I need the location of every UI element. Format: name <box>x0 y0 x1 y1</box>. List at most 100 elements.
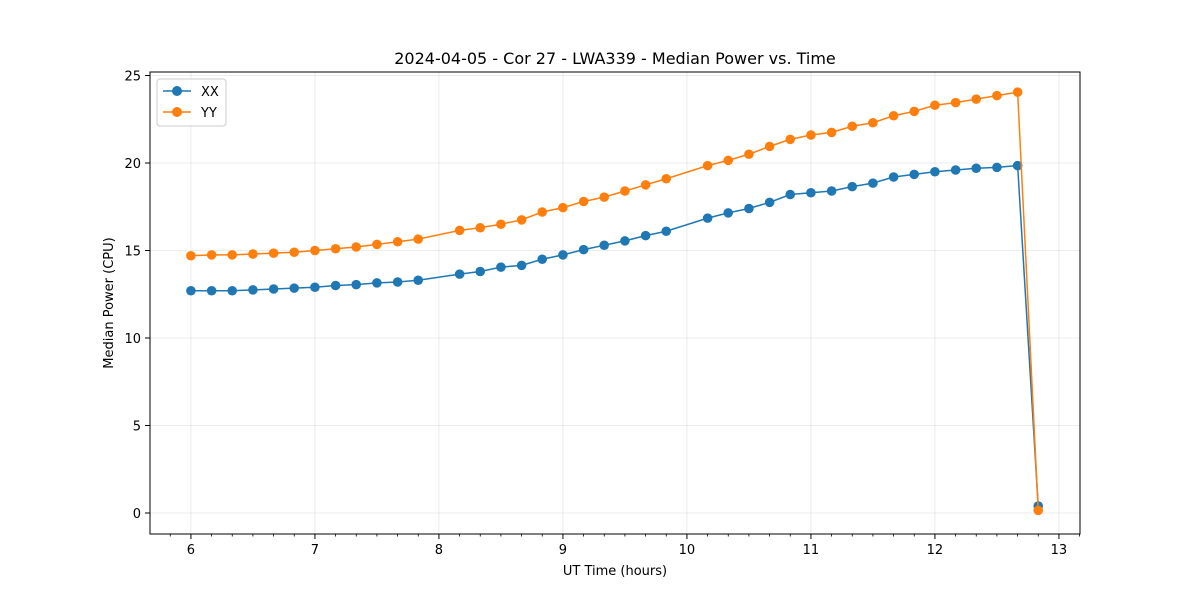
chart-title: 2024-04-05 - Cor 27 - LWA339 - Median Po… <box>394 49 836 68</box>
data-point-yy <box>475 222 486 233</box>
data-point-yy <box>620 186 630 196</box>
data-point-xx <box>1012 160 1023 171</box>
data-point-xx <box>558 250 568 260</box>
data-point-xx <box>661 226 672 237</box>
data-point-xx <box>330 280 341 291</box>
data-point-xx <box>640 230 651 241</box>
data-point-yy <box>248 249 258 259</box>
data-point-yy <box>330 243 341 254</box>
data-point-yy <box>454 225 465 236</box>
data-point-xx <box>723 208 734 218</box>
data-point-yy <box>909 106 920 117</box>
legend: XX YY <box>156 78 227 127</box>
data-point-xx <box>351 279 362 290</box>
data-point-xx <box>537 254 548 265</box>
data-point-xx <box>599 240 610 251</box>
data-point-yy <box>992 90 1002 101</box>
data-point-xx <box>392 277 403 287</box>
data-point-yy <box>392 236 403 247</box>
data-point-xx <box>372 278 382 288</box>
x-tick-label: 11 <box>803 543 820 558</box>
series-yy <box>186 87 1044 516</box>
legend-yy-marker <box>172 107 182 117</box>
data-point-yy <box>516 215 527 225</box>
y-tick-label: 10 <box>124 332 141 347</box>
data-point-xx <box>578 244 589 255</box>
x-tick-label: 6 <box>187 543 195 558</box>
data-point-yy <box>537 207 548 217</box>
data-point-xx <box>702 213 713 223</box>
data-point-yy <box>289 247 300 258</box>
data-point-yy <box>847 121 858 132</box>
grid <box>150 72 1080 534</box>
data-point-xx <box>454 269 465 279</box>
data-point-yy <box>888 110 899 121</box>
data-point-xx <box>950 165 961 175</box>
y-tick-label: 0 <box>133 507 141 522</box>
y-tick-label: 15 <box>124 245 141 260</box>
data-point-xx <box>227 285 238 296</box>
data-point-yy <box>599 192 610 202</box>
data-point-yy <box>764 141 775 152</box>
data-point-yy <box>930 100 940 111</box>
data-point-yy <box>351 242 362 252</box>
data-point-yy <box>702 160 713 171</box>
data-point-xx <box>475 266 486 277</box>
data-point-xx <box>413 275 424 286</box>
plot-frame <box>149 71 1081 535</box>
series-xx-line <box>190 164 1039 507</box>
data-point-xx <box>206 285 217 296</box>
y-tick-label: 20 <box>124 157 141 172</box>
y-tick-label: 5 <box>133 420 141 435</box>
data-point-yy <box>826 127 837 138</box>
y-tick-label: 25 <box>124 70 141 85</box>
data-point-yy <box>950 97 961 108</box>
data-point-yy <box>1033 505 1044 516</box>
data-point-xx <box>806 187 816 198</box>
data-point-yy <box>806 130 816 140</box>
data-point-xx <box>909 169 920 180</box>
legend-xx-label: XX <box>201 85 219 100</box>
data-point-xx <box>248 285 258 295</box>
x-tick-label: 13 <box>1051 543 1068 558</box>
data-point-xx <box>186 285 196 296</box>
data-point-yy <box>268 248 279 258</box>
legend-yy-label: YY <box>200 106 217 121</box>
y-axis-label: Median Power (CPU) <box>102 237 117 368</box>
data-point-xx <box>516 260 527 271</box>
data-point-xx <box>744 203 754 214</box>
series-yy-line <box>190 91 1039 511</box>
data-point-yy <box>206 250 217 260</box>
data-point-yy <box>661 173 672 184</box>
y-axis-ticks: 0 5 10 15 20 25 <box>124 70 150 522</box>
legend-xx-marker <box>172 86 182 96</box>
x-tick-label: 12 <box>927 543 944 558</box>
series-xx <box>186 160 1044 511</box>
x-tick-label: 7 <box>311 543 319 558</box>
data-point-xx <box>310 282 320 293</box>
data-point-yy <box>723 155 734 166</box>
data-point-xx <box>785 189 796 200</box>
data-point-xx <box>888 172 899 182</box>
data-point-xx <box>620 236 630 246</box>
x-tick-label: 10 <box>679 543 696 558</box>
data-point-yy <box>640 180 651 190</box>
data-point-yy <box>558 202 568 213</box>
data-point-xx <box>764 197 775 208</box>
x-tick-label: 9 <box>559 543 567 558</box>
data-point-xx <box>289 283 300 293</box>
data-point-yy <box>186 250 196 261</box>
data-point-yy <box>785 134 796 145</box>
x-axis-ticks: 6 7 8 9 10 11 12 13 <box>169 534 1080 558</box>
data-point-xx <box>868 178 878 188</box>
data-point-yy <box>744 149 754 160</box>
data-point-yy <box>413 234 424 244</box>
series-layer <box>186 87 1044 516</box>
data-point-xx <box>930 166 940 177</box>
data-point-yy <box>227 250 238 260</box>
data-point-xx <box>847 181 858 192</box>
data-point-yy <box>496 219 506 230</box>
data-point-yy <box>310 245 320 256</box>
data-point-xx <box>826 186 837 196</box>
